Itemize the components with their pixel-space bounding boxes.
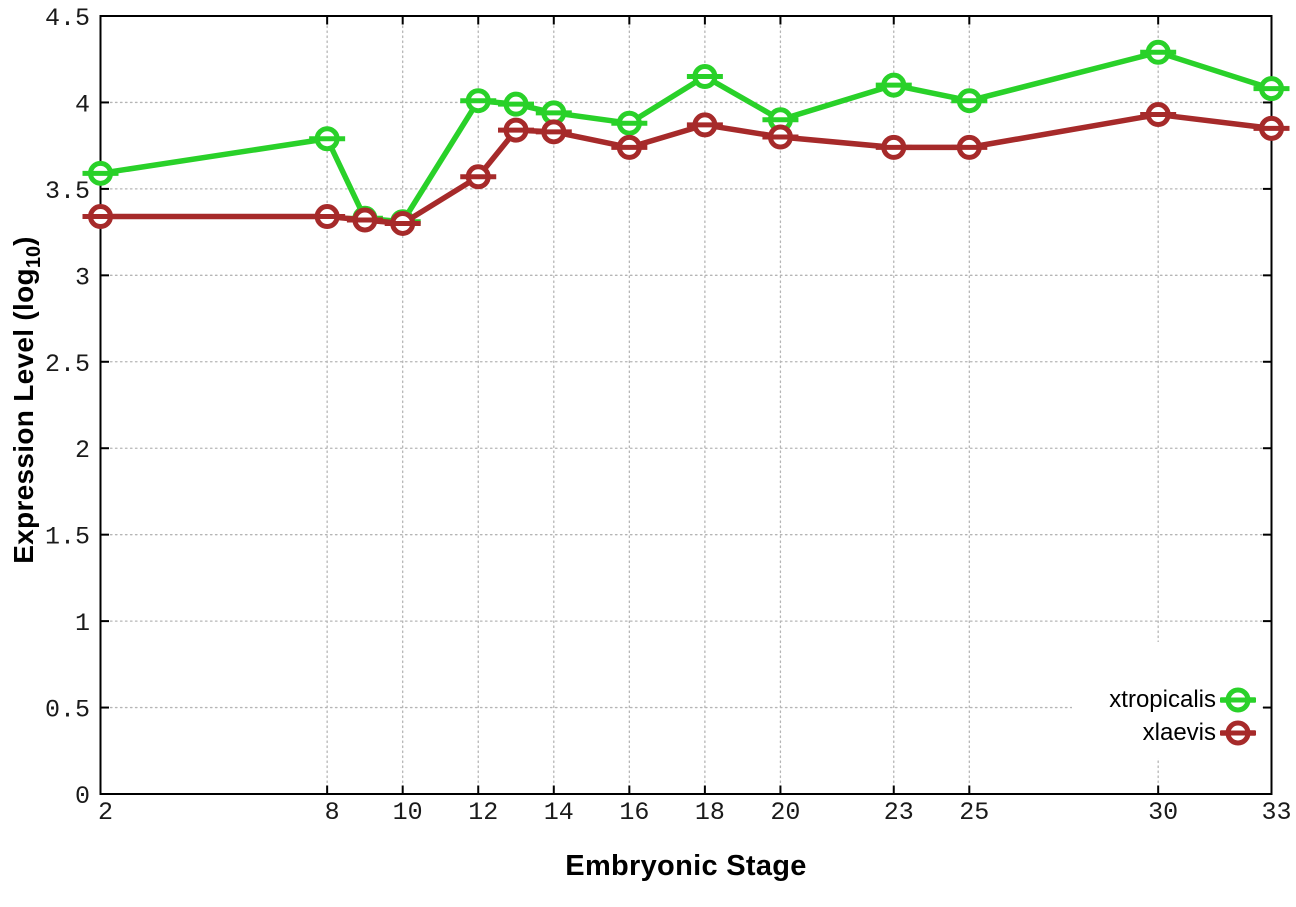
x-tick-label: 14 — [544, 798, 574, 827]
y-axis-title: Expression Level (log10) — [8, 236, 46, 564]
plot-border — [99, 15, 1273, 795]
series-xtropicalis — [82, 39, 1290, 235]
y-tick-label: 0.5 — [45, 696, 90, 725]
data-point-xlaevis-stage-2 — [82, 204, 119, 230]
y-tick-label: 2.5 — [45, 350, 90, 379]
x-axis-title: Embryonic Stage — [565, 850, 807, 882]
y-tick-label: 1.5 — [45, 523, 90, 552]
data-point-xlaevis-stage-9 — [346, 207, 383, 233]
data-point-xtropicalis-stage-13 — [498, 91, 535, 117]
data-point-xtropicalis-stage-23 — [875, 72, 912, 98]
data-point-xtropicalis-stage-16 — [611, 110, 648, 136]
data-point-xtropicalis-stage-18 — [686, 64, 723, 90]
y-tick-label: 2 — [75, 436, 90, 465]
x-tick-label: 33 — [1261, 798, 1291, 827]
data-point-xlaevis-stage-14 — [535, 119, 572, 145]
y-axis-title-text: Expression Level (log — [8, 268, 39, 564]
y-tick-label: 0 — [75, 782, 90, 811]
data-point-xtropicalis-stage-8 — [309, 126, 346, 152]
x-tick-label: 20 — [770, 798, 800, 827]
data-point-xlaevis-stage-18 — [686, 112, 723, 138]
data-point-xlaevis-stage-30 — [1140, 102, 1177, 128]
x-tick-label: 12 — [468, 798, 498, 827]
data-point-xtropicalis-stage-20 — [762, 107, 799, 133]
series-xlaevis — [82, 102, 1290, 236]
series-line-xlaevis — [100, 111, 1272, 227]
data-point-xlaevis-stage-12 — [460, 164, 497, 190]
data-point-xtropicalis-stage-2 — [82, 160, 119, 186]
y-tick-label: 4.5 — [45, 4, 90, 33]
data-point-xtropicalis-stage-25 — [951, 88, 988, 114]
x-tick-label: 2 — [98, 798, 113, 827]
data-point-xtropicalis-stage-12 — [460, 88, 497, 114]
x-tick-label: 23 — [884, 798, 914, 827]
x-tick-label: 18 — [695, 798, 725, 827]
y-tick-label: 4 — [75, 90, 90, 119]
x-tick-label: 8 — [325, 798, 340, 827]
tick-labels: 0 0.5 1 1.5 2 2.5 3 3.5 4 4.5 2 8 10 12 14 16 18 20 23 25 30… — [45, 4, 1292, 827]
data-point-xlaevis-stage-13 — [498, 117, 535, 143]
x-tick-label: 10 — [393, 798, 423, 827]
y-tick-label: 3 — [75, 263, 90, 292]
data-point-xlaevis-stage-8 — [309, 204, 346, 230]
y-tick-label: 1 — [75, 609, 90, 638]
data-point-xlaevis-stage-16 — [611, 134, 648, 160]
legend-label-xlaevis: xlaevis — [1142, 719, 1216, 746]
data-point-xtropicalis-stage-33 — [1253, 76, 1290, 102]
data-point-xtropicalis-stage-30 — [1140, 39, 1177, 65]
legend-sample-xtropicalis — [1220, 687, 1256, 713]
data-point-xlaevis-stage-33 — [1253, 115, 1290, 141]
x-tick-label: 25 — [959, 798, 989, 827]
data-point-xlaevis-stage-10 — [384, 210, 421, 236]
y-axis-title-close-paren: ) — [8, 236, 39, 246]
legend-sample-xlaevis — [1220, 720, 1256, 746]
y-tick-label: 3.5 — [45, 177, 90, 206]
legend-label-xtropicalis: xtropicalis — [1109, 686, 1216, 713]
data-point-xlaevis-stage-23 — [875, 134, 912, 160]
data-point-xlaevis-stage-20 — [762, 124, 799, 150]
x-tick-label: 16 — [619, 798, 649, 827]
data-point-xlaevis-stage-25 — [951, 134, 988, 160]
series-line-xtropicalis — [100, 49, 1273, 225]
x-tick-label: 30 — [1148, 798, 1178, 827]
y-axis-title-subscript: 10 — [23, 245, 45, 269]
